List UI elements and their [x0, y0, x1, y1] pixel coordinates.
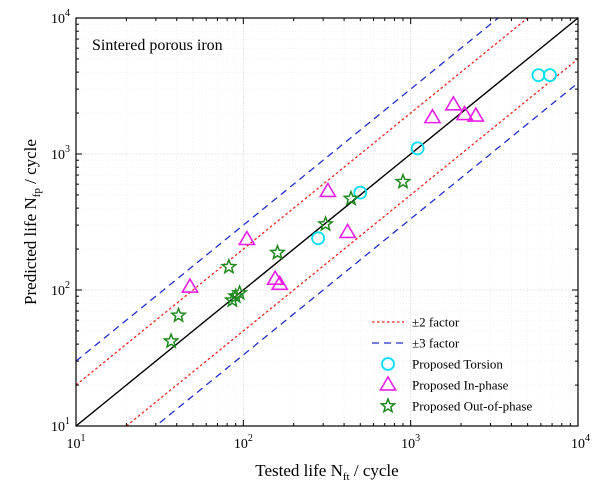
y-tick-label-base: 10	[51, 148, 65, 163]
data-point-triangle-4	[270, 274, 289, 291]
legend-marker-triangle	[379, 375, 397, 391]
legend-label-triangle: Proposed In-phase	[412, 378, 509, 393]
y-tick-label: 103	[51, 144, 70, 163]
y-tick-label-exponent: 4	[65, 8, 70, 19]
x-axis-label-subscript: ft	[343, 471, 350, 483]
data-point-star-7	[268, 243, 287, 261]
data-point-triangle-5	[318, 181, 337, 198]
x-tick-label-exponent: 4	[585, 433, 590, 444]
legend-label-circle: Proposed Torsion	[412, 357, 503, 372]
x-tick-label: 104	[571, 433, 590, 452]
data-point-triangle-9	[455, 104, 474, 121]
annotation-label: Sintered porous iron	[92, 37, 223, 54]
data-point-star-2	[169, 306, 188, 323]
x-tick-label-base: 10	[401, 437, 415, 452]
data-point-star-1	[162, 332, 180, 349]
data-point-triangle-7	[423, 108, 442, 124]
data-point-circle-5	[543, 68, 557, 83]
y-tick-label: 101	[51, 416, 70, 435]
legend-label-factor-2: ±2 factor	[412, 315, 460, 330]
plot-frame	[75, 17, 579, 427]
data-point-star-6	[230, 283, 249, 301]
y-tick-label-base: 10	[51, 420, 65, 435]
x-axis-label-suffix: / cycle	[350, 461, 399, 480]
data-point-star-10	[394, 172, 412, 190]
x-tick-label-exponent: 2	[248, 433, 253, 444]
legend-label-star: Proposed Out-of-phase	[412, 399, 532, 414]
y-axis-label-suffix: / cycle	[21, 139, 40, 188]
x-tick-label: 103	[401, 433, 420, 452]
data-point-star-9	[342, 189, 360, 206]
y-axis-label: Predicted life Nfp / cycle	[21, 139, 43, 305]
data-point-triangle-6	[338, 222, 357, 239]
data-point-circle-3	[410, 141, 425, 156]
legend-marker-star	[379, 396, 397, 414]
legend-label-factor-3: ±3 factor	[412, 336, 460, 351]
x-tick-label: 102	[234, 433, 253, 452]
data-point-triangle-1	[180, 277, 199, 293]
x-axis-label: Tested life Nft / cycle	[255, 461, 398, 483]
x-tick-label-exponent: 1	[81, 433, 86, 444]
y-tick-label-exponent: 1	[65, 416, 70, 427]
x-tick-label-base: 10	[234, 437, 248, 452]
data-point-circle-2	[353, 185, 368, 200]
y-tick-label-exponent: 3	[65, 144, 70, 155]
y-tick-label: 104	[51, 8, 70, 27]
legend-marker-circle	[381, 357, 395, 371]
y-tick-label-base: 10	[51, 12, 65, 27]
data-point-triangle-8	[444, 95, 463, 111]
y-tick-label-base: 10	[51, 284, 65, 299]
legend: ±2 factor ±3 factor Proposed Torsion Propos…	[372, 315, 532, 414]
x-tick-label-base: 10	[571, 437, 585, 452]
data-point-star-3	[220, 257, 238, 275]
data-point-triangle-2	[237, 229, 256, 246]
data-points	[162, 68, 557, 349]
x-tick-label-exponent: 3	[415, 433, 420, 444]
x-tick-label-base: 10	[67, 437, 81, 452]
data-point-star-8	[316, 215, 335, 232]
x-tick-label: 101	[67, 433, 86, 452]
data-point-circle-1	[311, 231, 326, 246]
grid	[76, 18, 578, 426]
y-tick-label-exponent: 2	[65, 280, 70, 291]
y-axis-label-subscript: fp	[31, 188, 43, 198]
data-point-triangle-10	[466, 106, 485, 122]
y-tick-label: 102	[51, 280, 70, 299]
